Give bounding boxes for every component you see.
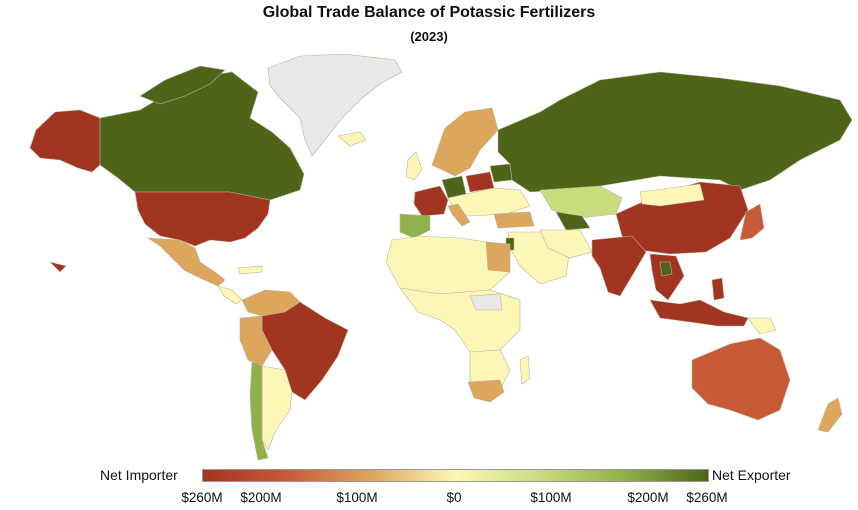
region-united-states[interactable] (134, 191, 271, 247)
region-madagascar[interactable] (519, 355, 531, 385)
region-belarus[interactable] (489, 163, 513, 183)
legend-tick: $100M (530, 490, 572, 505)
region-peru-bolivia[interactable] (239, 315, 273, 367)
region-iceland[interactable] (337, 131, 367, 147)
region-argentina[interactable] (261, 365, 293, 451)
region-iran[interactable] (539, 229, 593, 259)
region-caribbean[interactable] (237, 265, 263, 275)
region-kazakhstan[interactable] (539, 185, 623, 219)
region-japan[interactable] (739, 203, 765, 241)
map-subtitle: (2023) (410, 29, 448, 44)
region-uk[interactable] (405, 151, 423, 181)
region-turkey[interactable] (493, 211, 535, 229)
region-spain[interactable] (399, 213, 431, 239)
legend-right-label: Net Exporter (712, 467, 791, 483)
region-russia[interactable] (497, 71, 853, 193)
region-hawaii[interactable] (49, 261, 67, 273)
region-greenland[interactable] (267, 53, 403, 157)
legend-tick: $200M (240, 490, 282, 505)
region-turkmenistan[interactable] (555, 211, 591, 231)
world-choropleth-map (29, 53, 853, 461)
region-papua[interactable] (747, 317, 777, 335)
map-title: Global Trade Balance of Potassic Fertili… (262, 4, 596, 21)
legend-tick: $0 (446, 490, 462, 505)
legend-tick: $260M (686, 490, 728, 505)
region-australia[interactable] (691, 337, 791, 421)
region-indonesia-malaysia[interactable] (649, 299, 749, 327)
region-central-africa[interactable] (399, 287, 521, 353)
region-africa-no-data[interactable] (469, 293, 503, 311)
region-mexico[interactable] (146, 237, 226, 287)
region-mongolia[interactable] (639, 183, 705, 207)
region-canada-arctic-islands[interactable] (139, 65, 226, 105)
legend-tick: $260M (181, 490, 223, 505)
region-southeast-asia[interactable] (649, 253, 685, 301)
legend-tick: $200M (627, 490, 669, 505)
region-central-america[interactable] (217, 285, 243, 305)
region-scandinavia[interactable] (431, 107, 499, 177)
region-south-africa[interactable] (467, 379, 505, 403)
region-alaska[interactable] (29, 109, 101, 173)
legend-tick: $100M (336, 490, 378, 505)
region-chile[interactable] (249, 361, 269, 461)
region-philippines[interactable] (711, 277, 725, 301)
region-italy[interactable] (447, 203, 471, 227)
region-canada[interactable] (99, 71, 305, 201)
region-north-africa[interactable] (385, 235, 511, 295)
region-india[interactable] (591, 235, 647, 297)
region-france[interactable] (413, 185, 449, 217)
region-egypt[interactable] (485, 241, 511, 273)
legend-left-label: Net Importer (100, 467, 178, 483)
region-new-zealand[interactable] (817, 397, 843, 433)
legend-color-scale (202, 469, 709, 482)
region-laos[interactable] (659, 261, 673, 277)
